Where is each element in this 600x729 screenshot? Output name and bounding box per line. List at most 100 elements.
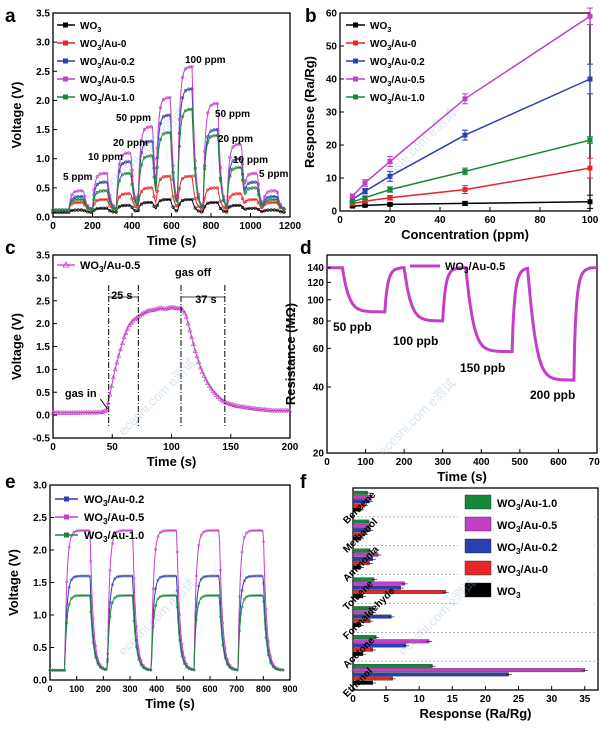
- data-point: [180, 177, 185, 181]
- data-point: [146, 140, 150, 144]
- y-tick-label: 1.5: [36, 125, 50, 136]
- data-point: [124, 171, 128, 176]
- data-point: [165, 197, 169, 202]
- data-point: [132, 619, 136, 623]
- y-tick-label: 3.0: [36, 38, 50, 49]
- data-point: [218, 568, 222, 572]
- data-point: [587, 137, 593, 143]
- data-point: [223, 656, 227, 660]
- data-point: [228, 666, 232, 670]
- data-point: [156, 597, 160, 601]
- data-point: [226, 663, 230, 667]
- x-tick-label: 600: [163, 221, 180, 232]
- y-tick-label: 120: [307, 278, 324, 289]
- data-point: [216, 594, 220, 597]
- data-point: [149, 139, 153, 143]
- data-point: [149, 200, 153, 205]
- x-tick-label: 400: [124, 221, 141, 232]
- data-point: [196, 197, 200, 201]
- concentration-label: 50 ppb: [333, 320, 372, 334]
- data-point: [165, 113, 169, 117]
- panel-e: 0 100 200 300 400 500 600 700 800 900 0.0 0.5 1.0 1.5…: [5, 472, 298, 711]
- data-point: [139, 202, 144, 206]
- data-point: [149, 154, 153, 158]
- data-point: [266, 208, 270, 212]
- y-tick-label: 1.0: [36, 365, 50, 376]
- data-point: [193, 206, 197, 210]
- data-point: [96, 657, 100, 661]
- data-point: [60, 208, 65, 212]
- y-axis-label: Resistance (MΩ): [283, 303, 298, 405]
- data-point: [244, 186, 248, 190]
- legend-entry: WO3: [370, 21, 391, 34]
- y-tick-label: 40: [326, 75, 338, 86]
- data-point: [197, 543, 201, 547]
- data-point: [215, 133, 219, 138]
- ppm-annotation: 100 ppm: [185, 55, 226, 66]
- x-tick-label: 100: [357, 457, 374, 468]
- data-point: [158, 531, 162, 534]
- data-point: [79, 195, 84, 199]
- bar: [352, 635, 377, 640]
- data-point: [199, 533, 203, 537]
- y-tick-label: 40: [313, 383, 325, 394]
- data-point: [94, 644, 98, 648]
- data-point: [133, 204, 137, 208]
- data-point: [234, 143, 238, 147]
- data-point: [244, 200, 248, 204]
- plot-frame: [326, 254, 598, 454]
- data-point: [262, 540, 266, 544]
- data-point: [245, 595, 249, 599]
- data-point: [119, 340, 125, 346]
- data-point: [256, 192, 261, 197]
- data-point: [241, 162, 245, 166]
- data-point: [219, 397, 225, 402]
- data-point: [70, 578, 74, 582]
- data-point: [362, 195, 368, 201]
- data-point: [214, 392, 220, 397]
- data-point: [362, 198, 368, 204]
- data-point: [199, 596, 203, 600]
- data-point: [139, 138, 144, 143]
- data-point: [272, 200, 276, 205]
- data-point: [238, 629, 242, 633]
- x-tick-label: 200: [282, 442, 299, 453]
- data-point: [256, 207, 261, 212]
- data-point: [108, 569, 112, 572]
- series-line: [53, 88, 287, 211]
- y-tick-label: 10: [326, 174, 338, 185]
- data-point: [143, 127, 147, 132]
- data-point: [139, 659, 143, 662]
- data-point: [272, 208, 276, 212]
- data-point: [95, 175, 99, 179]
- data-point: [387, 159, 393, 164]
- data-point: [192, 668, 196, 672]
- x-tick-label: 200: [84, 221, 101, 232]
- data-point: [173, 529, 177, 532]
- legend-swatch: [464, 494, 492, 510]
- legend-marker: [353, 94, 358, 100]
- data-point: [253, 197, 257, 202]
- data-point: [158, 177, 163, 181]
- data-point: [266, 190, 270, 194]
- x-tick-label: 600: [202, 684, 217, 694]
- data-point: [218, 615, 222, 619]
- ppm-annotation: 10 ppm: [233, 155, 268, 166]
- data-point: [113, 577, 117, 581]
- data-point: [222, 199, 226, 203]
- panel-letter: c: [5, 238, 16, 259]
- data-point: [245, 531, 249, 535]
- data-point: [199, 204, 204, 209]
- data-point: [105, 399, 111, 405]
- watermark: eceshi.com e测试: [375, 375, 458, 458]
- data-point: [218, 178, 223, 183]
- x-tick-label: 20: [384, 215, 396, 226]
- data-point: [98, 206, 102, 210]
- data-point: [79, 200, 84, 205]
- data-point: [146, 200, 150, 205]
- data-point: [259, 574, 263, 578]
- x-axis-label: Response (Ra/Rg): [420, 706, 532, 721]
- data-point: [57, 208, 61, 212]
- data-point: [158, 575, 162, 579]
- data-point: [95, 207, 99, 211]
